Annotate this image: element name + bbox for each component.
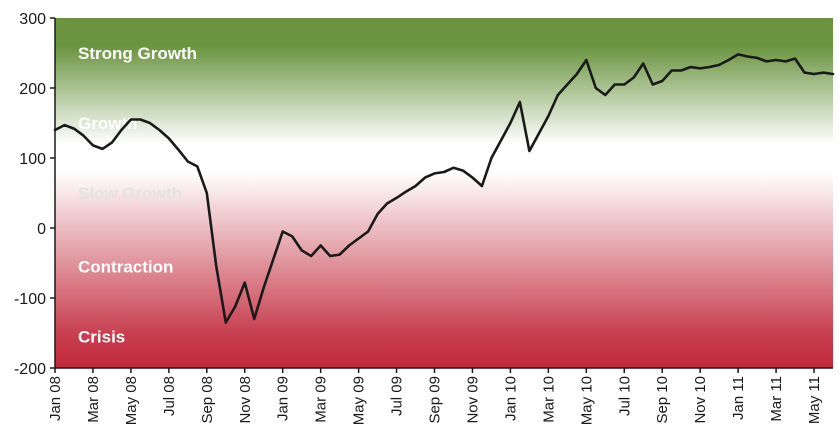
x-tick-label: Jan 10 (502, 376, 519, 421)
y-tick-label: 0 (37, 221, 46, 238)
x-tick-label: Mar 11 (768, 376, 785, 422)
y-tick-label: 200 (19, 81, 46, 98)
x-tick-label: Sep 08 (199, 376, 216, 424)
x-tick-label: Jul 08 (161, 376, 178, 416)
x-tick-label: Nov 09 (464, 376, 481, 424)
y-tick-label: 100 (19, 151, 46, 168)
y-tick-label: -200 (14, 361, 46, 378)
x-tick-label: Mar 10 (540, 376, 557, 423)
x-tick-label: Sep 10 (654, 376, 671, 424)
x-tick-label: May 10 (578, 376, 595, 425)
plot-background (55, 18, 833, 368)
x-tick-label: Jan 08 (47, 376, 64, 421)
zone-label-crisis: Crisis (78, 328, 125, 347)
y-axis: 300 200 100 0 -100 -200 (14, 11, 56, 378)
x-tick-label: Mar 08 (85, 376, 102, 423)
x-tick-label: Jan 11 (730, 376, 747, 420)
y-tick-label: -100 (14, 291, 46, 308)
x-tick-label: May 11 (806, 376, 823, 424)
x-tick-label: Jul 10 (616, 376, 633, 416)
zone-label-strong-growth: Strong Growth (78, 44, 197, 63)
zone-label-slow-growth: Slow Growth (78, 184, 182, 203)
x-tick-label: May 09 (351, 376, 368, 425)
zone-label-contraction: Contraction (78, 258, 173, 277)
y-tick-label: 300 (19, 11, 46, 28)
x-axis: Jan 08 Mar 08 May 08 Jul 08 Sep 08 Nov 08 Jan … (47, 367, 833, 425)
x-tick-label: Sep 09 (427, 376, 444, 424)
x-tick-label: Jan 09 (275, 376, 292, 421)
x-tick-label: May 08 (123, 376, 140, 425)
x-tick-label: Nov 08 (237, 376, 254, 424)
x-tick-label: Jul 09 (389, 376, 406, 416)
x-tick-label: Nov 10 (692, 376, 709, 424)
x-tick-label: Mar 09 (313, 376, 330, 423)
series-line (53, 53, 835, 324)
